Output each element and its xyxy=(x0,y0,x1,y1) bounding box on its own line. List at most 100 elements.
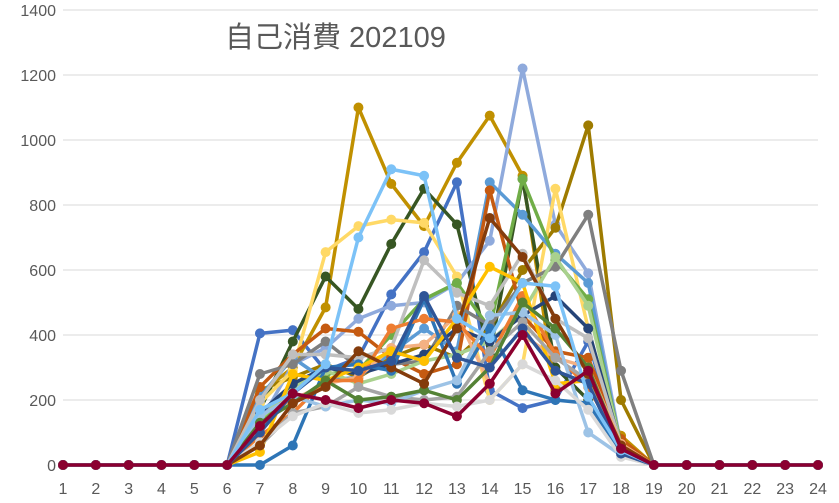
data-point xyxy=(517,297,528,308)
data-point xyxy=(320,382,331,392)
x-tick-label: 6 xyxy=(223,481,232,498)
data-point xyxy=(616,365,627,376)
data-point xyxy=(287,411,298,422)
data-point xyxy=(287,336,298,347)
data-point xyxy=(320,336,331,347)
data-point xyxy=(419,217,430,228)
data-point xyxy=(156,460,167,470)
data-point xyxy=(583,365,594,376)
x-tick-label: 21 xyxy=(711,481,729,498)
y-tick-label: 1400 xyxy=(20,3,56,20)
chart-title: 自己消費 202109 xyxy=(225,21,446,54)
data-point xyxy=(484,185,495,196)
x-axis: 1 2 3 4 5 6 7 8 9 10 11 12 13 14 15 16 17 18 19 20 21 22 23 24 xyxy=(59,464,827,498)
data-point xyxy=(386,356,397,366)
data-point xyxy=(419,323,430,334)
data-point xyxy=(320,271,331,282)
data-point xyxy=(451,411,462,422)
data-point xyxy=(353,346,364,357)
data-point xyxy=(320,247,331,258)
data-point xyxy=(517,252,528,262)
data-point xyxy=(353,304,364,314)
data-point xyxy=(287,359,298,370)
data-point xyxy=(287,349,298,360)
data-point xyxy=(747,460,758,470)
data-point xyxy=(254,421,265,431)
data-point xyxy=(813,460,823,470)
data-point xyxy=(320,302,331,313)
data-point xyxy=(648,460,659,470)
data-point xyxy=(419,356,430,366)
y-axis: 0 200 400 600 800 1000 1200 1400 xyxy=(20,3,56,475)
data-point xyxy=(583,120,594,131)
y-tick-label: 1200 xyxy=(20,68,56,85)
data-point xyxy=(287,388,298,399)
data-point xyxy=(287,440,298,451)
data-point xyxy=(386,239,397,249)
series-11 xyxy=(58,252,823,470)
y-tick-label: 1000 xyxy=(20,133,56,150)
y-tick-label: 0 xyxy=(47,458,56,475)
series-line xyxy=(61,265,820,467)
data-point xyxy=(583,209,594,220)
series-16 xyxy=(58,291,823,470)
series-2 xyxy=(58,102,823,470)
x-tick-label: 4 xyxy=(157,481,166,498)
data-point xyxy=(484,177,495,188)
data-point xyxy=(550,281,561,292)
x-tick-label: 20 xyxy=(678,481,696,498)
data-point xyxy=(616,395,627,405)
data-point xyxy=(386,289,397,300)
data-point xyxy=(583,278,594,288)
data-point xyxy=(451,323,462,334)
x-tick-label: 3 xyxy=(124,481,133,498)
data-point xyxy=(254,328,265,339)
x-tick-label: 11 xyxy=(383,481,400,498)
plot-series xyxy=(58,63,823,470)
data-point xyxy=(254,404,265,415)
data-point xyxy=(517,265,528,275)
data-point xyxy=(484,213,495,223)
data-point xyxy=(386,164,397,175)
x-tick-label: 23 xyxy=(776,481,794,498)
x-tick-label: 2 xyxy=(91,481,100,498)
data-point xyxy=(583,391,594,402)
series-12 xyxy=(58,291,823,470)
x-tick-label: 7 xyxy=(256,481,265,498)
data-point xyxy=(484,110,495,121)
data-point xyxy=(517,209,528,220)
x-tick-label: 10 xyxy=(350,481,368,498)
x-tick-label: 1 xyxy=(59,481,68,498)
data-point xyxy=(550,313,561,324)
data-point xyxy=(517,385,528,396)
data-point xyxy=(222,460,233,470)
data-point xyxy=(386,300,397,311)
data-point xyxy=(58,460,68,470)
data-point xyxy=(90,460,101,470)
data-point xyxy=(123,460,134,470)
data-point xyxy=(451,401,462,412)
data-point xyxy=(517,174,528,184)
data-point xyxy=(583,333,594,344)
data-point xyxy=(550,388,561,399)
data-point xyxy=(550,375,561,386)
data-point xyxy=(320,323,331,334)
data-point xyxy=(451,313,462,324)
x-tick-label: 9 xyxy=(321,481,330,498)
series-25 xyxy=(58,330,823,470)
data-point xyxy=(451,278,462,288)
data-point xyxy=(353,326,364,337)
data-point xyxy=(386,323,397,334)
series-5 xyxy=(58,120,823,470)
x-tick-label: 8 xyxy=(288,481,297,498)
data-point xyxy=(517,63,528,74)
data-point xyxy=(419,313,430,324)
data-point xyxy=(353,232,364,243)
data-point xyxy=(484,261,495,272)
y-tick-label: 200 xyxy=(29,393,56,410)
data-point xyxy=(616,443,627,454)
data-point xyxy=(419,378,430,389)
data-point xyxy=(254,460,265,470)
data-point xyxy=(517,403,528,414)
series-line xyxy=(61,255,820,467)
